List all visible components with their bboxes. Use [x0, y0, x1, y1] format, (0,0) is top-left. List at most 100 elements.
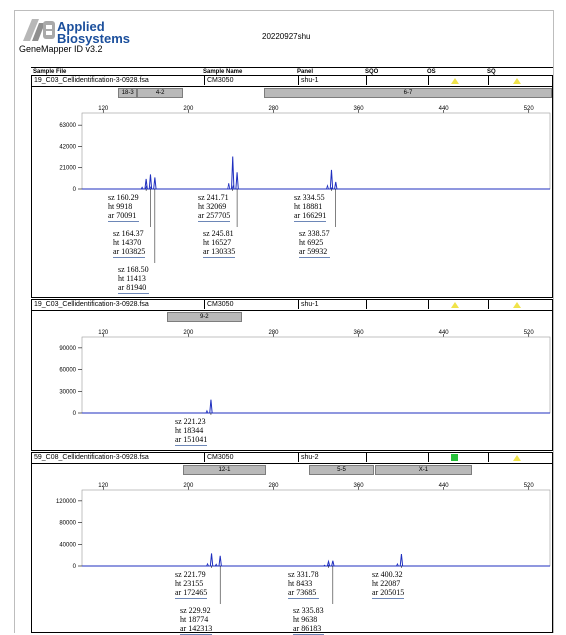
peak-label-ht: ht 14370	[113, 238, 142, 247]
x-tick-label: 520	[524, 106, 535, 112]
column-header-os: OS	[427, 69, 436, 75]
sq-cell	[488, 300, 554, 309]
column-header-sqo: SQO	[365, 69, 379, 75]
peak-label-underline	[203, 257, 236, 258]
y-tick-label: 40000	[59, 542, 76, 548]
peak-label: sz 221.79 ht 23155 ar 172465	[175, 570, 208, 599]
electropherogram-plot: 120 200 280 360 440 520 90000 60000 30000 0	[32, 327, 552, 427]
allele-bin: 12-1	[183, 465, 266, 475]
x-tick-label: 200	[183, 330, 194, 336]
peak-label-underline	[198, 221, 231, 222]
peak-label-ht: ht 32069	[198, 202, 227, 211]
peak-label: sz 160.29 ht 9918 ar 70091	[108, 193, 139, 222]
peak-label-sz: sz 221.79	[175, 570, 206, 579]
peak-label: sz 331.78 ht 8433 ar 73685	[288, 570, 319, 599]
software-version: GeneMapper ID v3.2	[19, 44, 103, 54]
peak-label-underline	[372, 598, 405, 599]
stutter-peak	[205, 409, 209, 414]
y-tick-label: 0	[73, 411, 77, 417]
y-tick-label: 21000	[59, 166, 76, 172]
peak-label-ht: ht 23155	[175, 579, 204, 588]
x-tick-label: 200	[183, 483, 194, 489]
stutter-peak	[326, 184, 329, 190]
peak-label-sz: sz 334.55	[294, 193, 325, 202]
peak-label-ar: ar 86183	[293, 624, 322, 633]
peak-label-ar: ar 151041	[175, 435, 208, 444]
sqo-cell	[366, 453, 428, 462]
peak	[326, 559, 331, 567]
brand-name-line2: Biosystems	[57, 31, 130, 46]
peak	[148, 174, 153, 190]
stutter-peak	[327, 564, 331, 567]
x-tick-label: 120	[98, 330, 109, 336]
peak-label-sz: sz 400.32	[372, 570, 403, 579]
allele-bin: 18-3	[118, 88, 138, 98]
peak	[334, 181, 338, 190]
x-tick-label: 520	[524, 483, 535, 489]
warning-triangle-icon	[451, 302, 459, 308]
peak-label-underline	[288, 598, 319, 599]
plot-frame	[81, 489, 551, 567]
peak	[144, 178, 148, 190]
brand-name-line1: Applied	[57, 19, 105, 34]
peak	[209, 399, 213, 414]
peak-label-ht: ht 18774	[180, 615, 209, 624]
plot-frame	[81, 112, 551, 190]
sample-name-cell: CM3050	[204, 300, 298, 309]
peak-label-sz: sz 229.92	[180, 606, 211, 615]
peak-label-underline	[294, 221, 327, 222]
sample-file-cell: 19_C03_Cellidentification-3-0928.fsa	[34, 301, 149, 308]
peak	[331, 560, 335, 567]
y-tick-label: 120000	[56, 499, 77, 505]
peak-label: sz 338.57 ht 6925 ar 59932	[299, 229, 330, 258]
x-tick-label: 360	[354, 483, 365, 489]
peak-label-ht: ht 18344	[175, 426, 204, 435]
allele-bin: X-1	[374, 465, 473, 475]
stutter-peak	[149, 185, 153, 190]
panel-name-cell: shu-1	[298, 76, 366, 85]
column-header-sample-file: Sample File	[33, 69, 67, 75]
x-tick-label: 520	[524, 330, 535, 336]
peak-label-ht: ht 6925	[299, 238, 324, 247]
os-cell	[428, 453, 488, 462]
stutter-peak	[330, 187, 334, 190]
peak-label: sz 335.83 ht 9638 ar 86183	[293, 606, 324, 635]
peak	[218, 555, 222, 567]
peak-label-sz: sz 331.78	[288, 570, 319, 579]
peak-label-sz: sz 245.81	[203, 229, 234, 238]
electropherogram-plot: 120 200 280 360 440 520 120000 80000 40000 0	[32, 480, 552, 606]
peak-label: sz 400.32 ht 22087 ar 205015	[372, 570, 405, 599]
x-tick-label: 440	[439, 483, 450, 489]
allele-bin: 4-2	[137, 88, 184, 98]
peak-label-ht: ht 9918	[108, 202, 133, 211]
y-tick-label: 0	[73, 187, 77, 193]
peak-label-ar: ar 130335	[203, 247, 236, 256]
x-tick-label: 120	[98, 483, 109, 489]
warning-triangle-icon	[513, 302, 521, 308]
peak-label-ar: ar 142313	[180, 624, 213, 633]
peak-label-ht: ht 8433	[288, 579, 313, 588]
stutter-peak	[396, 562, 399, 567]
os-cell	[428, 300, 488, 309]
plot-svg: 120 200 280 360 440 520 63000 42000 21000 0	[59, 106, 551, 263]
peak	[399, 553, 404, 567]
peak-label-sz: sz 164.37	[113, 229, 144, 238]
peak-label-ht: ht 18881	[294, 202, 323, 211]
sample-name-cell: CM3050	[204, 76, 298, 85]
report-title: 20220927shu	[262, 32, 311, 41]
applied-biosystems-logo-icon	[23, 19, 55, 41]
x-tick-label: 360	[354, 106, 365, 112]
warning-triangle-icon	[451, 78, 459, 84]
electropherogram-panel: 19_C03_Cellidentification-3-0928.fsa CM3…	[31, 75, 553, 298]
sq-cell	[488, 453, 554, 462]
x-tick-label: 280	[268, 106, 279, 112]
x-tick-label: 280	[268, 483, 279, 489]
column-header-panel: Panel	[297, 69, 314, 75]
warning-triangle-icon	[513, 455, 521, 461]
x-tick-label: 280	[268, 330, 279, 336]
peak-label-underline	[175, 445, 208, 446]
plot-svg: 120 200 280 360 440 520 120000 80000 40000 0	[56, 483, 551, 604]
plot-svg: 120 200 280 360 440 520 90000 60000 30000 0	[59, 330, 551, 417]
peak-label-ar: ar 73685	[288, 588, 317, 597]
peak-label: sz 168.50 ht 11413 ar 81940	[118, 265, 149, 294]
